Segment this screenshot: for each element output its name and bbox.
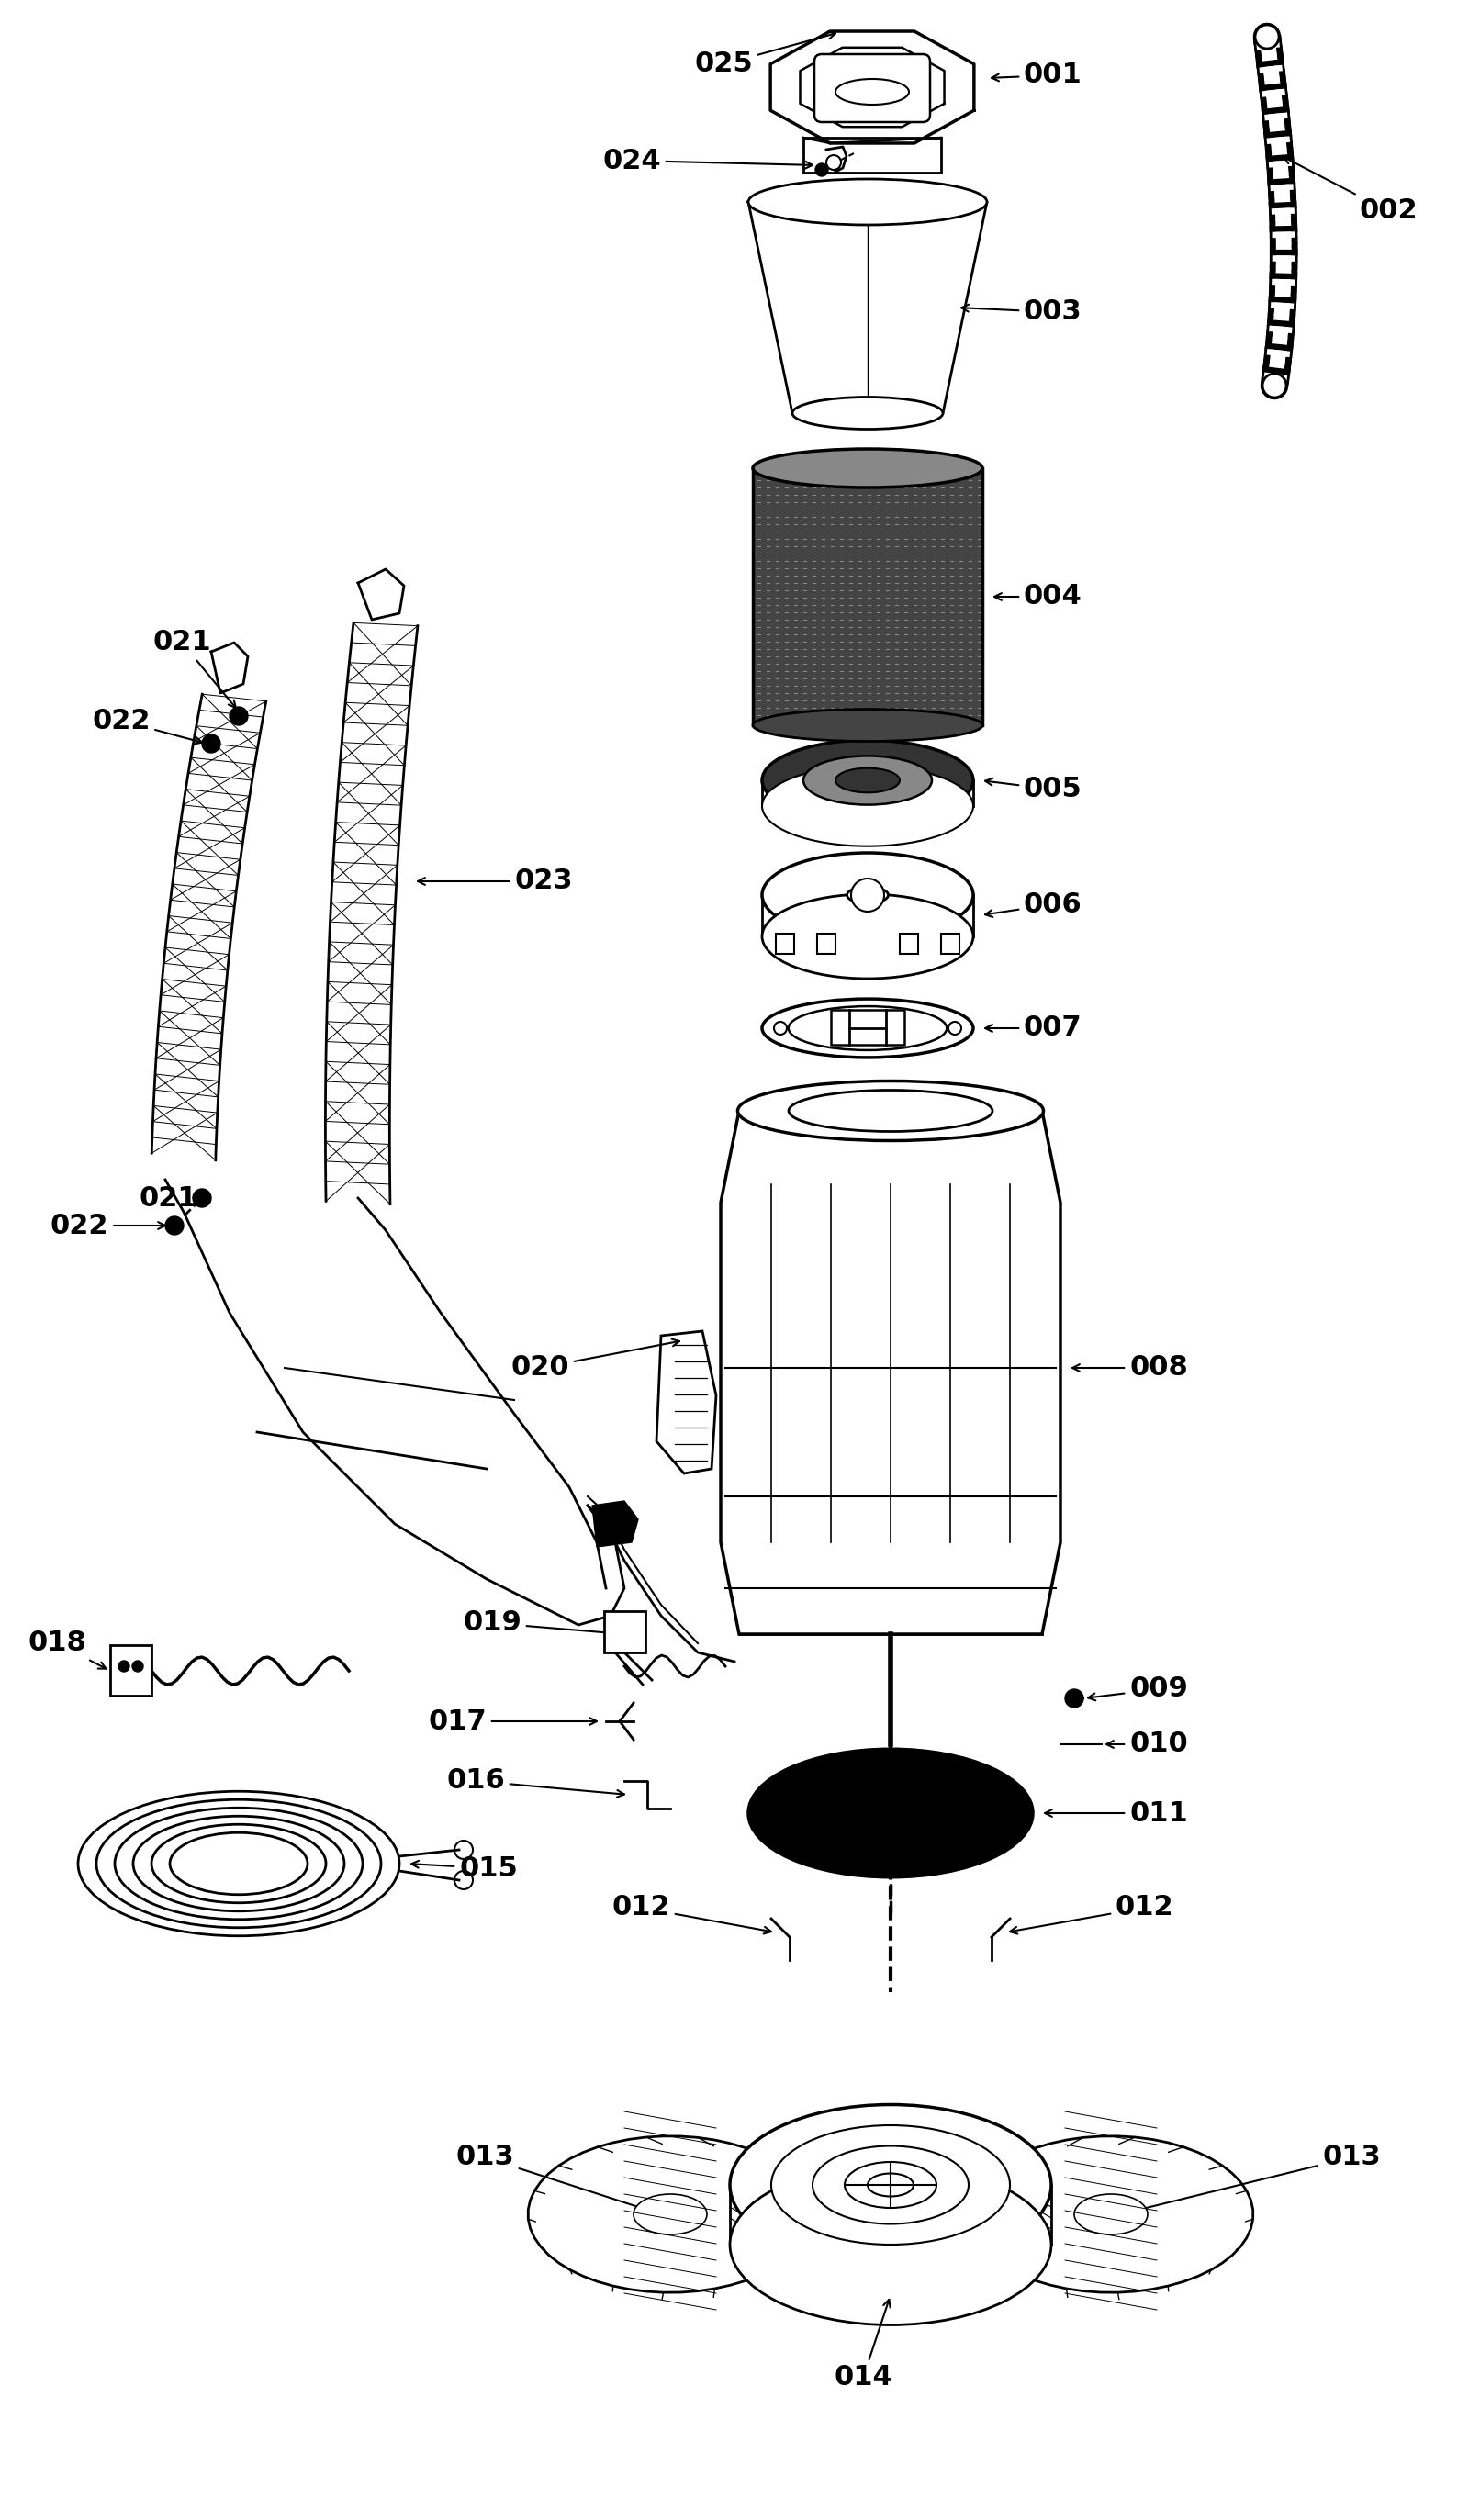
Text: 021: 021 [140,1184,200,1212]
Ellipse shape [762,852,972,937]
Ellipse shape [78,1792,400,1935]
Ellipse shape [771,2124,1011,2245]
Text: 007: 007 [986,1016,1083,1041]
Text: 018: 018 [28,1630,106,1668]
Ellipse shape [792,398,943,428]
Circle shape [949,1021,961,1036]
Bar [804,139,942,171]
Ellipse shape [812,2147,968,2225]
Text: 013: 013 [455,2145,657,2215]
Bar [752,469,983,726]
Circle shape [454,1870,473,1890]
Ellipse shape [633,2195,707,2235]
Polygon shape [592,1502,638,1547]
Text: 002: 002 [1284,156,1418,224]
Text: 010: 010 [1106,1731,1188,1756]
Circle shape [815,164,829,176]
Text: 009: 009 [1089,1676,1188,1704]
Text: 019: 019 [463,1610,620,1635]
Ellipse shape [752,708,983,741]
Polygon shape [721,1111,1061,1633]
Ellipse shape [836,769,899,791]
Bar [831,1011,905,1046]
Ellipse shape [730,2165,1052,2326]
Circle shape [1065,1688,1084,1709]
Circle shape [851,879,884,912]
Bar [110,1646,151,1696]
Ellipse shape [134,1817,344,1910]
Bar [899,932,918,955]
Ellipse shape [97,1799,380,1928]
Polygon shape [971,2137,1253,2293]
Text: 006: 006 [986,892,1083,917]
Bar [604,1610,645,1653]
Ellipse shape [868,2172,914,2197]
Text: 005: 005 [986,776,1083,804]
Circle shape [454,1840,473,1860]
Circle shape [192,1189,212,1207]
Ellipse shape [1074,2195,1147,2235]
Text: 008: 008 [1072,1356,1188,1381]
Circle shape [1255,25,1279,48]
Polygon shape [770,30,974,144]
Text: 024: 024 [602,146,812,174]
Bar [817,932,836,955]
Ellipse shape [762,998,972,1058]
Ellipse shape [748,179,987,224]
Text: 003: 003 [961,300,1083,325]
Circle shape [132,1661,144,1671]
Circle shape [826,156,840,169]
Ellipse shape [789,1091,993,1131]
Circle shape [229,708,248,726]
Ellipse shape [151,1824,326,1903]
Circle shape [1262,373,1287,398]
Text: 011: 011 [1044,1799,1188,1827]
Ellipse shape [737,1081,1043,1142]
Ellipse shape [762,895,972,978]
Text: 001: 001 [992,63,1083,88]
Ellipse shape [762,741,972,822]
Ellipse shape [836,78,909,106]
Text: 021: 021 [153,630,235,708]
Polygon shape [326,622,417,1205]
Text: 012: 012 [1011,1895,1174,1933]
Bar [752,469,983,726]
Text: 025: 025 [695,33,836,78]
Ellipse shape [762,766,972,847]
Text: 016: 016 [447,1767,624,1797]
Ellipse shape [804,756,931,804]
Text: 014: 014 [834,2301,892,2391]
Bar [942,932,959,955]
Text: 015: 015 [411,1855,517,1882]
Ellipse shape [845,2162,937,2208]
Text: 013: 013 [1125,2145,1381,2215]
Circle shape [774,1021,787,1036]
Text: 022: 022 [50,1212,165,1240]
Polygon shape [358,570,404,620]
Polygon shape [212,643,248,693]
Text: 023: 023 [417,867,573,895]
Ellipse shape [730,2104,1052,2265]
Text: 020: 020 [511,1338,679,1381]
Polygon shape [748,202,987,413]
Bar [776,932,795,955]
Text: 004: 004 [995,585,1083,610]
Text: 012: 012 [611,1895,771,1933]
Text: 017: 017 [427,1709,596,1734]
Ellipse shape [848,887,889,902]
Ellipse shape [789,1005,948,1051]
Text: 022: 022 [91,708,203,743]
Circle shape [165,1217,184,1235]
Polygon shape [529,2137,811,2293]
Ellipse shape [170,1832,307,1895]
Polygon shape [151,693,266,1159]
Ellipse shape [748,1749,1033,1877]
Ellipse shape [752,449,983,486]
Ellipse shape [115,1807,363,1920]
Circle shape [119,1661,129,1671]
FancyBboxPatch shape [814,53,930,121]
Circle shape [203,733,220,753]
